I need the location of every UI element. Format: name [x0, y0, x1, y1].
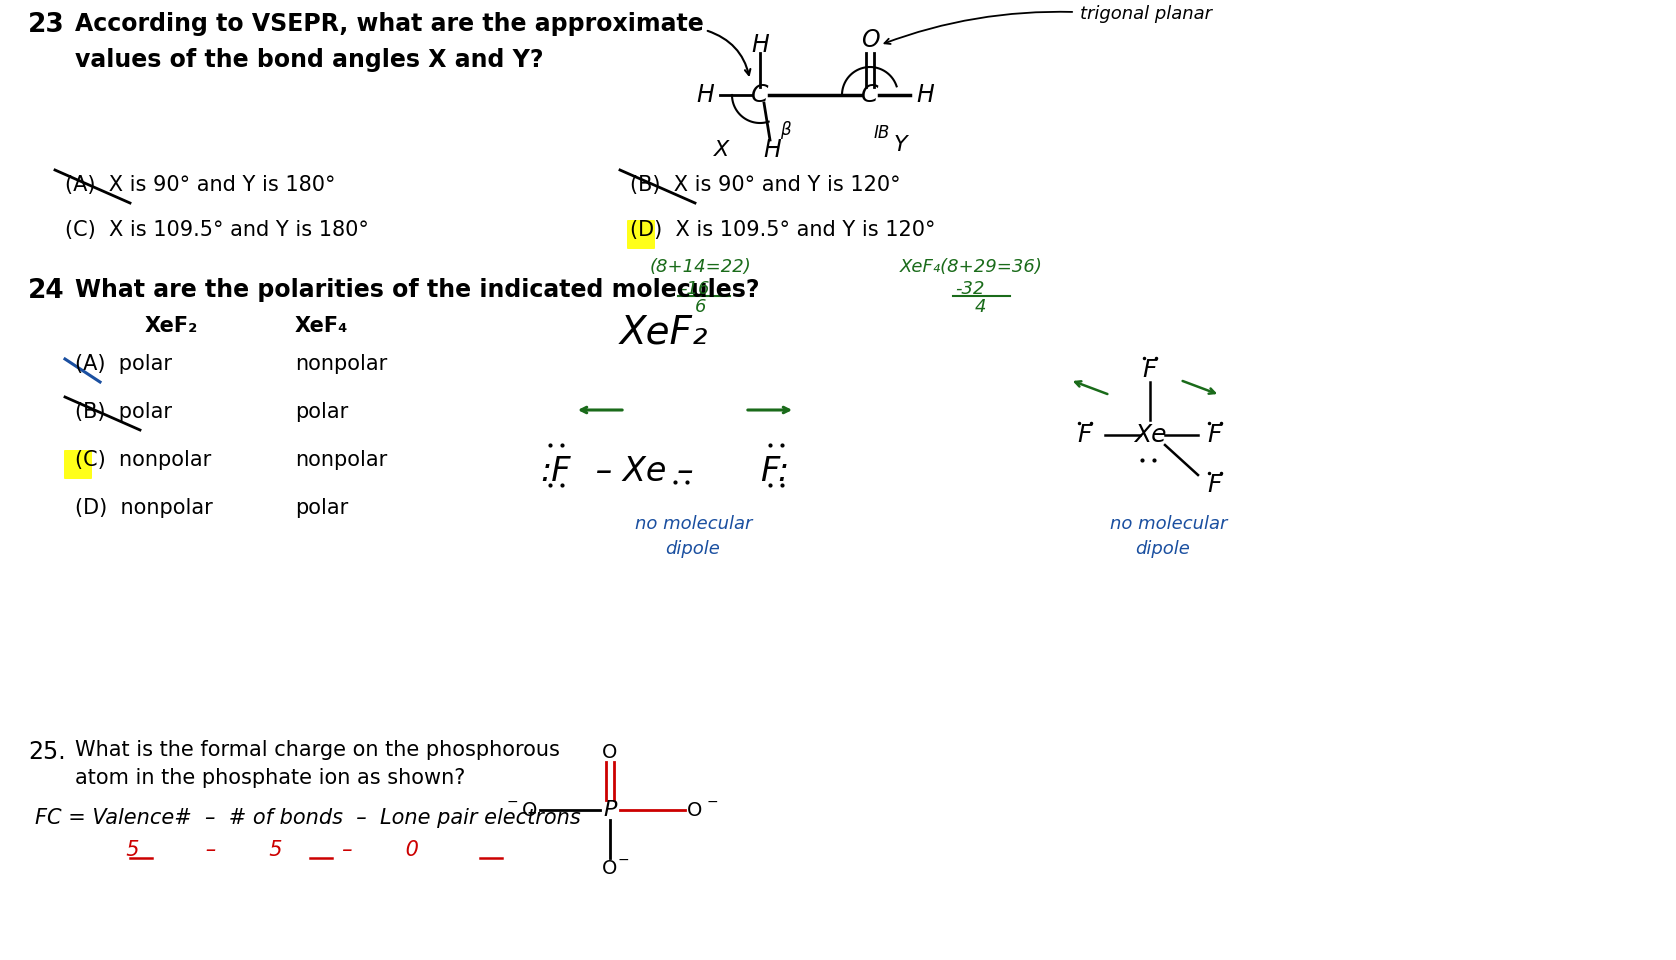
- Text: atom in the phosphate ion as shown?: atom in the phosphate ion as shown?: [75, 768, 466, 788]
- Text: X: X: [714, 140, 729, 160]
- Text: O: O: [687, 801, 702, 820]
- Text: (A)  X is 90° and Y is 180°: (A) X is 90° and Y is 180°: [65, 175, 335, 195]
- Text: (C)  nonpolar: (C) nonpolar: [75, 450, 211, 470]
- Text: 5          –        5         –        0: 5 – 5 – 0: [60, 840, 419, 860]
- Text: -16: -16: [680, 280, 709, 298]
- Text: XeF₂: XeF₂: [620, 313, 709, 351]
- Text: −: −: [506, 795, 518, 809]
- Text: What is the formal charge on the phosphorous: What is the formal charge on the phospho…: [75, 740, 560, 760]
- Text: F: F: [1143, 358, 1156, 382]
- Text: IB: IB: [873, 124, 890, 142]
- FancyBboxPatch shape: [64, 450, 92, 479]
- Text: (C)  X is 109.5° and Y is 180°: (C) X is 109.5° and Y is 180°: [65, 220, 369, 240]
- Text: FC = Valence#  –  # of bonds  –  Lone pair electrons: FC = Valence# – # of bonds – Lone pair e…: [35, 808, 582, 828]
- Text: F:: F:: [759, 455, 789, 488]
- Text: dipole: dipole: [1135, 540, 1190, 558]
- Text: dipole: dipole: [665, 540, 721, 558]
- Text: (B)  X is 90° and Y is 120°: (B) X is 90° and Y is 120°: [630, 175, 900, 195]
- Text: XeF₄: XeF₄: [295, 316, 349, 336]
- Text: 23: 23: [28, 12, 65, 38]
- Text: nonpolar: nonpolar: [295, 450, 387, 470]
- Text: values of the bond angles X and Y?: values of the bond angles X and Y?: [75, 48, 543, 72]
- Text: (D)  X is 109.5° and Y is 120°: (D) X is 109.5° and Y is 120°: [630, 220, 935, 240]
- Text: O: O: [523, 801, 538, 820]
- Text: Y: Y: [893, 135, 907, 155]
- Text: H: H: [763, 138, 781, 162]
- Text: (A)  polar: (A) polar: [75, 354, 173, 374]
- Text: P: P: [603, 800, 617, 820]
- Text: C: C: [861, 83, 878, 107]
- Text: O: O: [602, 742, 618, 761]
- Text: (B)  polar: (B) polar: [75, 402, 173, 422]
- Text: O: O: [602, 858, 618, 877]
- Text: -32: -32: [955, 280, 984, 298]
- Text: What are the polarities of the indicated molecules?: What are the polarities of the indicated…: [75, 278, 759, 302]
- Text: O: O: [861, 28, 880, 52]
- Text: β: β: [779, 121, 791, 139]
- Text: Xe: Xe: [1133, 423, 1166, 447]
- Text: According to VSEPR, what are the approximate: According to VSEPR, what are the approxi…: [75, 12, 704, 36]
- Text: XeF₄(8+29=36): XeF₄(8+29=36): [900, 258, 1042, 276]
- Text: no molecular: no molecular: [635, 515, 753, 533]
- Text: H: H: [696, 83, 714, 107]
- Text: C: C: [751, 83, 769, 107]
- Text: trigonal planar: trigonal planar: [1079, 5, 1212, 23]
- Text: 24: 24: [28, 278, 65, 304]
- Text: (8+14=22): (8+14=22): [650, 258, 753, 276]
- Text: −: −: [707, 795, 719, 809]
- Text: H: H: [917, 83, 934, 107]
- Text: 6: 6: [696, 298, 707, 316]
- Text: 25.: 25.: [28, 740, 65, 764]
- Text: F: F: [1208, 473, 1222, 497]
- Text: – Xe –: – Xe –: [585, 455, 704, 488]
- Text: nonpolar: nonpolar: [295, 354, 387, 374]
- Text: F: F: [1078, 423, 1093, 447]
- Text: F: F: [1208, 423, 1222, 447]
- Text: polar: polar: [295, 402, 349, 422]
- Text: no molecular: no molecular: [1110, 515, 1227, 533]
- Text: polar: polar: [295, 498, 349, 518]
- Text: (D)  nonpolar: (D) nonpolar: [75, 498, 213, 518]
- Text: −: −: [618, 853, 630, 867]
- FancyBboxPatch shape: [627, 220, 655, 249]
- Text: 4: 4: [975, 298, 987, 316]
- Text: H: H: [751, 33, 769, 57]
- Text: XeF₂: XeF₂: [146, 316, 198, 336]
- Text: :F: :F: [540, 455, 570, 488]
